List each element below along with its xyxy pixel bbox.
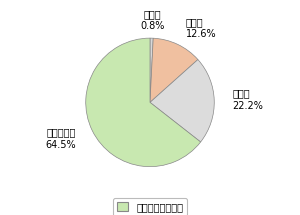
Wedge shape — [86, 38, 201, 167]
Wedge shape — [150, 38, 198, 102]
Legend: ：冷凍食品購入者: ：冷凍食品購入者 — [113, 198, 187, 215]
Text: 減った
22.2%: 減った 22.2% — [232, 89, 263, 111]
Text: 変わらない
64.5%: 変わらない 64.5% — [45, 127, 76, 150]
Text: 増えた
12.6%: 増えた 12.6% — [185, 17, 216, 39]
Wedge shape — [150, 38, 153, 102]
Text: 無回答
0.8%: 無回答 0.8% — [140, 9, 164, 31]
Wedge shape — [150, 60, 214, 142]
